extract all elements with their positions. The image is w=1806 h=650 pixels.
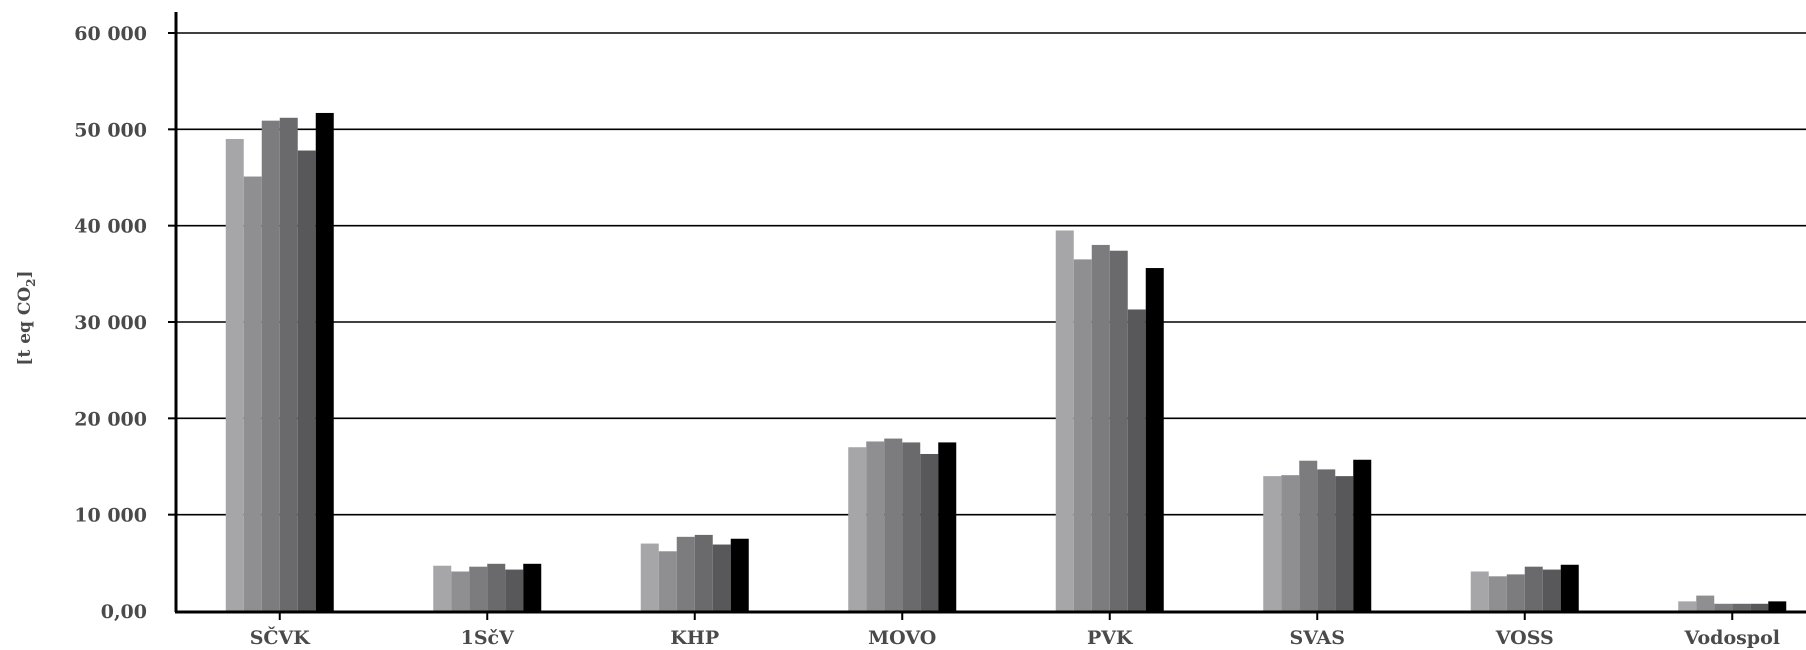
x-tick-label: Vodospol	[1683, 627, 1780, 649]
bar	[658, 551, 677, 611]
y-tick-label: 0,00	[101, 601, 147, 623]
y-tick-label: 60 000	[74, 23, 147, 45]
y-tick-label: 40 000	[74, 216, 147, 238]
bar	[1506, 574, 1525, 611]
bar	[243, 176, 262, 611]
bar	[1091, 244, 1110, 611]
bar	[297, 150, 316, 611]
bar	[920, 453, 939, 611]
bar	[938, 442, 957, 611]
axes	[174, 12, 1806, 614]
bar	[433, 565, 452, 611]
bar	[1524, 566, 1543, 611]
bar	[1732, 603, 1751, 611]
bar	[1768, 601, 1787, 611]
bar	[848, 447, 867, 611]
bar	[884, 438, 903, 611]
y-axis-label-subscript: 2	[24, 278, 38, 286]
bar	[1127, 309, 1146, 611]
bar	[866, 441, 885, 611]
gridlines	[168, 32, 1806, 516]
bar	[712, 544, 731, 611]
y-axis-label-main: [t eq CO	[15, 287, 35, 366]
bar	[1353, 459, 1372, 611]
y-tick-label: 30 000	[74, 312, 147, 334]
bar	[1073, 259, 1092, 611]
bar	[1696, 595, 1715, 611]
bar	[1281, 475, 1300, 611]
x-tick-label: SVAS	[1290, 627, 1345, 649]
bar	[487, 563, 506, 611]
y-axis-label: [t eq CO2]	[15, 270, 38, 365]
bar	[1299, 460, 1318, 611]
bar	[469, 566, 488, 611]
x-tick-label: VOSS	[1495, 627, 1554, 649]
x-tick-label: PVK	[1087, 627, 1134, 649]
bars	[225, 112, 1787, 612]
bar	[1335, 476, 1354, 611]
bar	[279, 117, 298, 612]
bar	[640, 543, 659, 611]
bar	[1317, 469, 1336, 611]
y-tick-label: 50 000	[74, 119, 147, 141]
bar	[902, 442, 921, 611]
bar	[1055, 230, 1074, 611]
bar	[451, 571, 470, 611]
x-tick-labels: SČVK 1SčV KHP MOVO PVK SVAS VOSS Vodospol	[250, 611, 1780, 649]
x-tick-label: SČVK	[250, 626, 312, 649]
bar	[1488, 576, 1507, 611]
bar	[676, 536, 695, 611]
bar	[261, 120, 280, 611]
bar	[1542, 569, 1561, 611]
bar	[315, 112, 334, 611]
x-tick-label: 1SčV	[461, 627, 516, 649]
bar	[1263, 476, 1282, 611]
bar	[694, 534, 713, 611]
y-tick-labels: 0,00 10 000 20 000 30 000 40 000 50 000 60 000	[74, 23, 147, 623]
bar	[730, 538, 749, 611]
bar	[1560, 564, 1579, 611]
bar	[1714, 603, 1733, 611]
bar	[1750, 603, 1769, 611]
bar	[505, 569, 524, 611]
y-tick-label: 10 000	[74, 505, 147, 527]
x-tick-label: KHP	[670, 627, 719, 649]
bar	[1109, 250, 1128, 612]
y-tick-label: 20 000	[74, 408, 147, 430]
bar	[1145, 268, 1164, 611]
bar	[1470, 571, 1489, 611]
bar	[1678, 601, 1697, 611]
x-tick-label: MOVO	[868, 627, 936, 649]
bar	[523, 563, 542, 611]
y-axis-label-close: ]	[15, 270, 35, 278]
bar	[225, 138, 244, 611]
